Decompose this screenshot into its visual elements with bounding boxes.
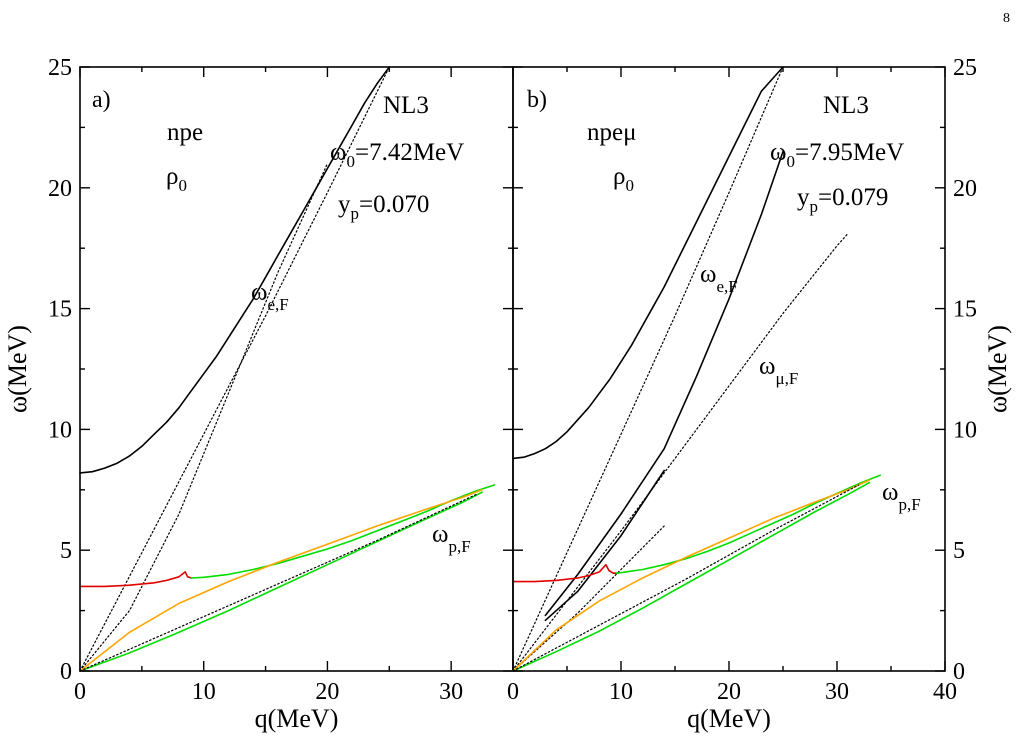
- panel-b-density-label: ρ0: [613, 163, 634, 195]
- panel-b-y-tick-label: 15: [953, 297, 977, 323]
- panel-b-x-tick-label: 30: [825, 679, 849, 705]
- panel-a-x-tick-label: 30: [439, 679, 463, 705]
- panel-b-y-tick-label: 10: [953, 417, 977, 443]
- panel-b-series-4: [544, 469, 665, 622]
- panel-a-x-tick-label: 0: [74, 679, 86, 705]
- panel-a-y-axis-title: ω(MeV): [3, 325, 32, 413]
- panel-b-x-axis-title: q(MeV): [687, 704, 771, 733]
- panel-a-series-2: [79, 163, 328, 672]
- panel-a-y-tick-label: 15: [48, 297, 72, 323]
- panel-b-model-label: NL3: [823, 92, 869, 119]
- panel-b-x-tick-label: 20: [717, 679, 741, 705]
- panel-a-omega0-label: ω0=7.42MeV: [330, 139, 464, 171]
- panel-a-series-6: [79, 489, 483, 672]
- panel-b-x-tick-label: 40: [933, 679, 957, 705]
- panel-b-series-0: [512, 66, 784, 460]
- panel-b-series-8: [512, 481, 871, 672]
- panel-b-omega-pf-label: ωp,F: [882, 479, 921, 514]
- panel-a-system-label: npe: [167, 119, 203, 146]
- panel-b-series-3: [544, 150, 784, 617]
- panel-a-omega-ef-label: ωe,F: [251, 279, 289, 314]
- panel-a-x-tick-label: 10: [192, 679, 216, 705]
- panel-a-series-3: [79, 571, 193, 588]
- panel-b-y-tick-label: 0: [953, 659, 965, 685]
- panel-a-series-4: [190, 484, 496, 579]
- panel-b-x-tick-label: 10: [609, 679, 633, 705]
- panel-a-series-5: [79, 491, 483, 672]
- panel-a-omega-pf-label: ωp,F: [432, 521, 471, 556]
- panel-b-omega0-label: ω0=7.95MeV: [770, 139, 904, 171]
- panel-b-omega-muf-label: ωμ,F: [759, 353, 798, 388]
- panel-b-series-6: [512, 563, 618, 583]
- panel-a-plot-area: [79, 66, 496, 672]
- panel-a-series-7: [79, 494, 477, 672]
- panel-b-y-tick-label: 25: [953, 55, 977, 81]
- panel-a-y-tick-label: 5: [60, 538, 72, 564]
- panel-b-y-tick-label: 20: [953, 176, 977, 202]
- panel-b-omega-ef-label: ωe,F: [700, 261, 738, 296]
- panel-a-ticks: 0 10 20 30 0 5 10 15 20 25 q(MeV) ω(MeV): [3, 55, 513, 733]
- panel-b-y-axis-title: ω(MeV): [983, 325, 1012, 413]
- panel-b-series-2: [512, 233, 849, 672]
- page-number: 8: [1003, 11, 1010, 26]
- panel-b-series-1: [512, 66, 784, 672]
- panel-a-y-tick-label: 20: [48, 176, 72, 202]
- panel-b-label: b): [527, 87, 547, 113]
- panel-a-y-tick-label: 0: [60, 659, 72, 685]
- panel-a-density-label: ρ0: [166, 163, 187, 195]
- panel-a-series-1: [79, 66, 390, 672]
- panel-b-series-7: [615, 474, 881, 574]
- panel-a-y-tick-label: 10: [48, 417, 72, 443]
- panel-a-label: a): [92, 87, 111, 113]
- panel-a-y-tick-label: 25: [48, 55, 72, 81]
- panel-b-series-9: [512, 479, 871, 672]
- panel-a-yp-label: yp=0.070: [338, 191, 429, 223]
- panel-b-series-5: [512, 525, 665, 672]
- panel-b-series-10: [512, 484, 860, 672]
- panel-b-x-tick-label: 0: [507, 679, 519, 705]
- panel-a-series-0: [79, 66, 391, 474]
- panel-b-system-label: npeμ: [587, 119, 637, 146]
- panel-b-yp-label: yp=0.079: [797, 184, 888, 216]
- panel-a-model-label: NL3: [383, 92, 429, 119]
- panel-a-x-tick-label: 20: [315, 679, 339, 705]
- panel-a-x-axis-title: q(MeV): [255, 704, 339, 733]
- panel-b-plot-area: [512, 66, 881, 672]
- panel-b-y-tick-label: 5: [953, 538, 965, 564]
